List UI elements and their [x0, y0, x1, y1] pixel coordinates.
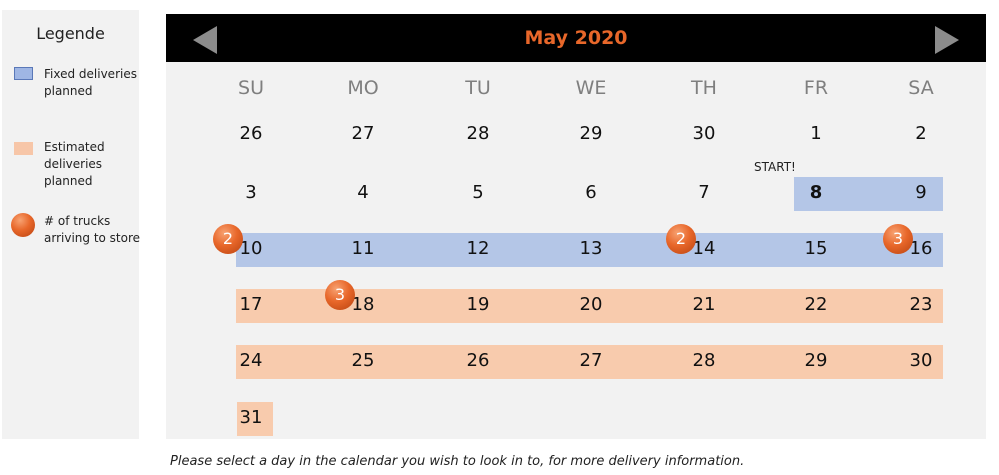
weekday-sa: SA: [908, 77, 934, 99]
truck-count-badge: 2: [666, 224, 696, 254]
calendar-day[interactable]: 2: [915, 123, 927, 144]
calendar-day[interactable]: 29: [579, 123, 603, 144]
calendar-day[interactable]: 24: [239, 350, 263, 371]
calendar-day[interactable]: 18: [351, 294, 375, 315]
estimated-swatch-icon: [14, 142, 33, 155]
legend-title: Legende: [36, 24, 105, 43]
calendar-day[interactable]: 13: [579, 238, 603, 259]
triangle-right-icon[interactable]: [935, 26, 959, 54]
start-label: START!: [754, 160, 796, 174]
calendar-day[interactable]: 20: [579, 294, 603, 315]
calendar-day[interactable]: 11: [351, 238, 375, 259]
calendar-day[interactable]: 3: [245, 182, 257, 203]
calendar-day[interactable]: 1: [810, 123, 822, 144]
weekday-we: WE: [575, 77, 607, 99]
calendar-day[interactable]: 21: [692, 294, 716, 315]
calendar-day[interactable]: 10: [239, 238, 263, 259]
calendar-day[interactable]: 22: [804, 294, 828, 315]
calendar-day[interactable]: 9: [915, 182, 927, 203]
estimated-delivery-band: [236, 345, 943, 379]
calendar-day[interactable]: 30: [909, 350, 933, 371]
calendar-day[interactable]: 6: [585, 182, 597, 203]
fixed-swatch-icon: [14, 67, 33, 80]
fixed-delivery-band: [794, 177, 943, 211]
instruction-note: Please select a day in the calendar you …: [170, 454, 745, 469]
calendar-day[interactable]: 25: [351, 350, 375, 371]
weekday-fr: FR: [803, 77, 829, 99]
legend-label-trucks: # of trucks arriving to store: [44, 214, 141, 245]
calendar-day[interactable]: 19: [466, 294, 490, 315]
calendar-day[interactable]: 23: [909, 294, 933, 315]
calendar-day[interactable]: 5: [472, 182, 484, 203]
truck-ball-icon: [11, 213, 35, 237]
calendar-day[interactable]: 30: [692, 123, 716, 144]
calendar-day[interactable]: 29: [804, 350, 828, 371]
truck-count-badge: 2: [213, 224, 243, 254]
calendar: May 2020 SU MO TU WE TH FR SA 26 27 28 29 30 1 2 3 4 5 6 7…: [166, 14, 986, 439]
calendar-day[interactable]: 8: [809, 182, 823, 203]
legend-panel: Legende Fixed deliveries planned Estimat…: [2, 10, 140, 439]
calendar-day[interactable]: 14: [692, 238, 716, 259]
weekday-tu: TU: [465, 77, 491, 99]
calendar-day[interactable]: 7: [698, 182, 710, 203]
weekday-su: SU: [238, 77, 264, 99]
calendar-header: May 2020: [166, 14, 986, 62]
weekday-mo: MO: [347, 77, 379, 99]
calendar-day[interactable]: 12: [466, 238, 490, 259]
month-title: May 2020: [524, 27, 628, 49]
legend-label-estimated: Estimated deliveries planned: [44, 140, 105, 188]
calendar-day[interactable]: 4: [357, 182, 369, 203]
calendar-day[interactable]: 28: [692, 350, 716, 371]
calendar-day[interactable]: 15: [804, 238, 828, 259]
weekday-th: TH: [691, 77, 717, 99]
calendar-day[interactable]: 31: [239, 407, 263, 428]
estimated-delivery-band: [237, 402, 273, 436]
calendar-day[interactable]: 27: [579, 350, 603, 371]
calendar-day[interactable]: 16: [909, 238, 933, 259]
truck-count-badge: 3: [883, 224, 913, 254]
calendar-day[interactable]: 17: [239, 294, 263, 315]
calendar-day[interactable]: 28: [466, 123, 490, 144]
calendar-day[interactable]: 26: [466, 350, 490, 371]
calendar-day[interactable]: 27: [351, 123, 375, 144]
calendar-day[interactable]: 26: [239, 123, 263, 144]
legend-label-fixed: Fixed deliveries planned: [44, 67, 137, 98]
truck-count-badge: 3: [325, 280, 355, 310]
triangle-left-icon[interactable]: [193, 26, 217, 54]
fixed-delivery-band: [236, 233, 943, 267]
